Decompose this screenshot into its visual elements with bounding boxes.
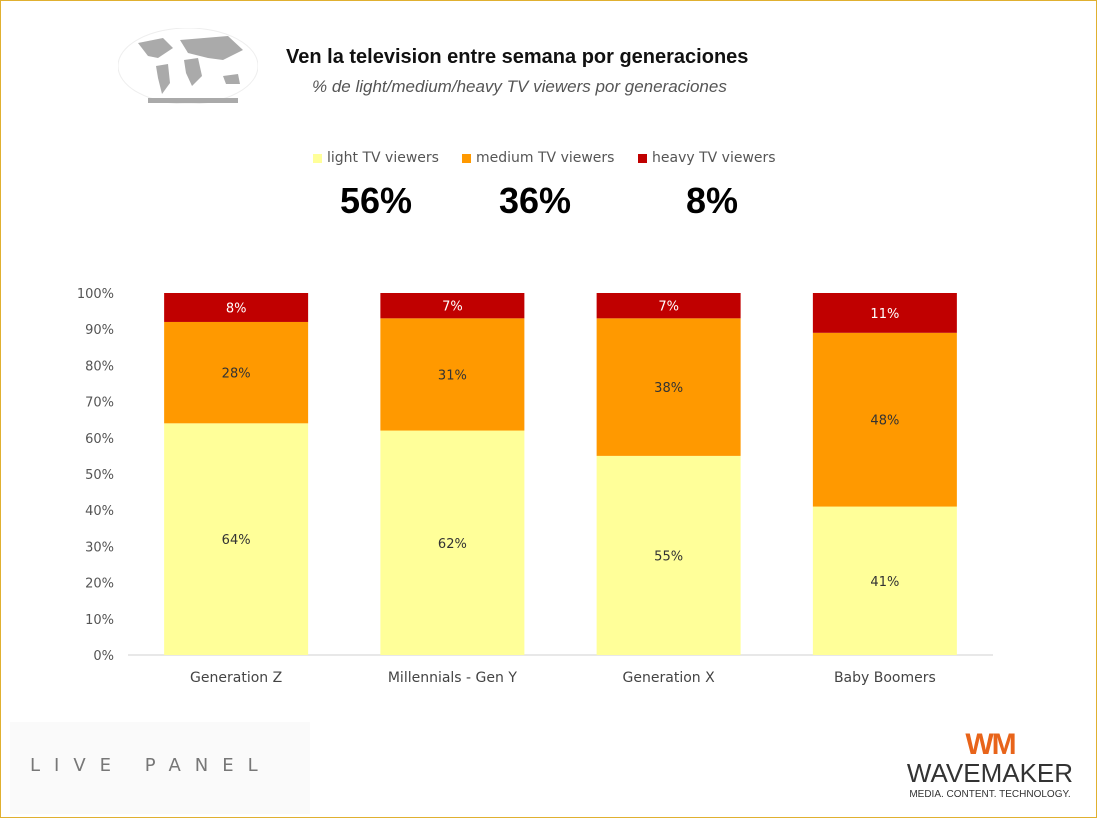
data-label: 38% bbox=[654, 381, 683, 396]
legend-label: medium TV viewers bbox=[476, 150, 615, 166]
bar-segment bbox=[812, 332, 957, 507]
y-tick-label: 0% bbox=[93, 649, 114, 664]
bar-segment bbox=[596, 293, 741, 319]
y-tick-label: 30% bbox=[85, 540, 114, 555]
x-category-label: Millennials - Gen Y bbox=[388, 670, 517, 686]
x-category-label: Generation X bbox=[623, 670, 716, 686]
legend-swatch-heavy bbox=[638, 153, 647, 163]
y-tick-label: 80% bbox=[85, 359, 114, 374]
bar-segment bbox=[380, 293, 525, 319]
stacked-bar-chart: 0% 10% 20% 30% 40% 50% 60% 70% 80% 90% 100% 64% 28% 8… bbox=[77, 287, 993, 686]
y-tick-label: 40% bbox=[85, 504, 114, 519]
bar-segment bbox=[596, 455, 741, 655]
chart-subtitle: % de light/medium/heavy TV viewers por g… bbox=[312, 77, 727, 96]
y-tick-label: 100% bbox=[77, 287, 114, 302]
summary-heavy-value: 8% bbox=[686, 180, 739, 221]
data-label: 62% bbox=[438, 537, 467, 552]
bar-segment bbox=[164, 293, 309, 322]
data-label: 28% bbox=[222, 367, 251, 382]
legend-item-medium: medium TV viewers bbox=[462, 150, 614, 166]
y-tick-label: 60% bbox=[85, 432, 114, 447]
data-label: 64% bbox=[222, 533, 251, 548]
data-label: 11% bbox=[870, 307, 899, 322]
legend-swatch-light bbox=[313, 153, 322, 163]
bar-segment bbox=[380, 318, 525, 431]
bar-segment bbox=[812, 506, 957, 655]
livepanel-logo: LIVE PANEL bbox=[30, 755, 272, 776]
wavemaker-mark: WM bbox=[965, 728, 1016, 761]
data-label: 7% bbox=[442, 300, 463, 315]
y-tick-label: 70% bbox=[85, 396, 114, 411]
legend-item-heavy: heavy TV viewers bbox=[638, 150, 776, 166]
chart-title: Ven la television entre semana por gener… bbox=[286, 46, 749, 68]
data-label: 55% bbox=[654, 549, 683, 564]
wavemaker-logo: WM WAVEMAKER MEDIA. CONTENT. TECHNOLOGY. bbox=[900, 728, 1080, 800]
legend-item-light: light TV viewers bbox=[313, 150, 439, 166]
wavemaker-tagline: MEDIA. CONTENT. TECHNOLOGY. bbox=[909, 789, 1071, 800]
data-label: 48% bbox=[870, 414, 899, 429]
bar-segment bbox=[164, 321, 309, 424]
data-label: 8% bbox=[226, 301, 247, 316]
world-map-icon bbox=[118, 28, 258, 104]
data-label: 41% bbox=[870, 575, 899, 590]
x-category-label: Baby Boomers bbox=[834, 670, 936, 686]
x-category-label: Generation Z bbox=[190, 670, 282, 686]
data-label: 31% bbox=[438, 368, 467, 383]
livepanel-logo-bg bbox=[10, 722, 310, 814]
wavemaker-name: WAVEMAKER bbox=[906, 758, 1074, 788]
summary-light-value: 56% bbox=[340, 180, 413, 221]
summary-medium-value: 36% bbox=[499, 180, 572, 221]
y-tick-label: 90% bbox=[85, 323, 114, 338]
y-tick-label: 50% bbox=[85, 468, 114, 483]
legend-label: heavy TV viewers bbox=[652, 150, 776, 166]
y-tick-label: 20% bbox=[85, 577, 114, 592]
legend-swatch-medium bbox=[462, 153, 471, 163]
bar-segment bbox=[164, 423, 309, 655]
data-label: 7% bbox=[658, 300, 679, 315]
y-tick-label: 10% bbox=[85, 613, 114, 628]
legend-label: light TV viewers bbox=[327, 150, 439, 166]
bar-segment bbox=[812, 293, 957, 333]
bar-segment bbox=[596, 318, 741, 456]
bar-segment bbox=[380, 430, 525, 655]
